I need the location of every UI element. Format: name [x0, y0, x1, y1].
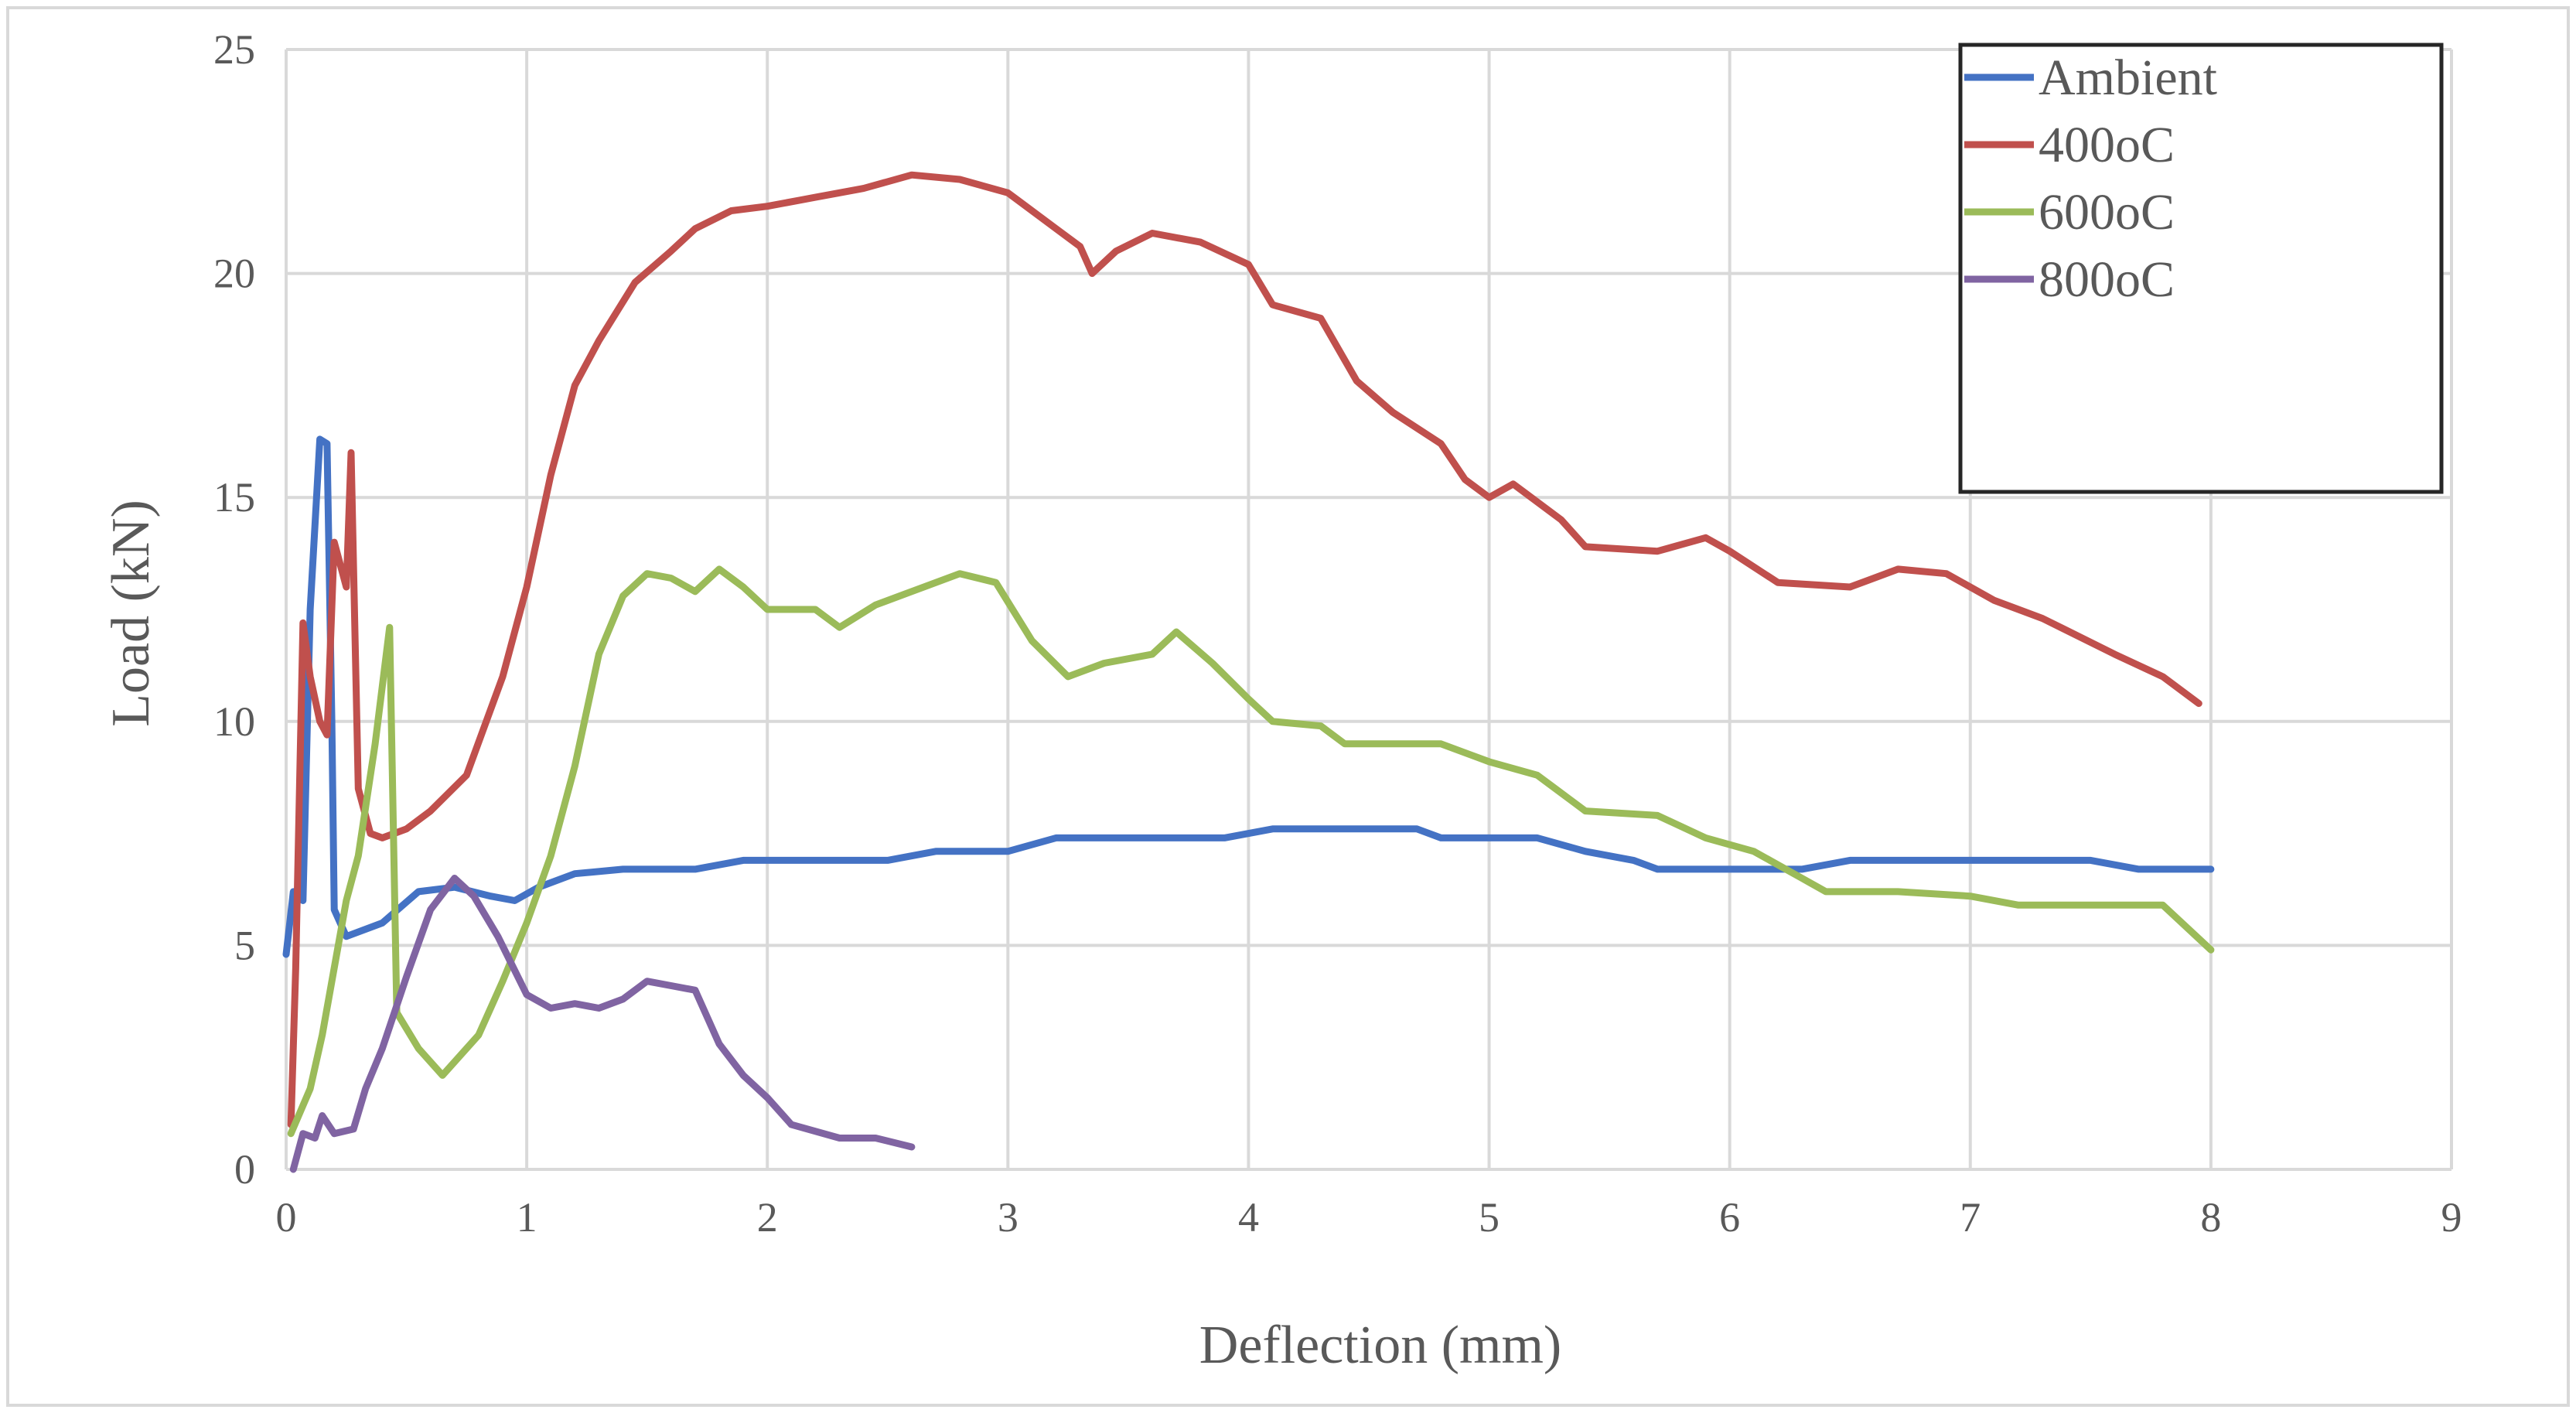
x-tick-label: 1: [517, 1194, 537, 1241]
x-tick-label: 9: [2441, 1194, 2462, 1241]
y-tick-label: 0: [234, 1146, 255, 1193]
x-tick-label: 3: [998, 1194, 1018, 1241]
y-tick-label: 25: [213, 26, 255, 73]
data-series: [282, 171, 2215, 1173]
x-axis-title: Deflection (mm): [1199, 1316, 1561, 1375]
y-tick-label: 5: [234, 922, 255, 968]
legend-label: 400oC: [2039, 117, 2175, 173]
legend-label: 800oC: [2039, 251, 2175, 308]
x-tick-label: 8: [2200, 1194, 2221, 1241]
x-tick-label: 4: [1238, 1194, 1259, 1241]
x-tick-label: 0: [276, 1194, 297, 1241]
x-tick-label: 7: [1960, 1194, 1981, 1241]
series-line-ambient: [282, 435, 2215, 958]
legend-label: 600oC: [2039, 184, 2175, 241]
legend-box: [1958, 43, 2444, 494]
legend-label: Ambient: [2039, 49, 2217, 106]
y-axis-title: Load (kN): [101, 500, 161, 727]
tick-labels: 0 5 10 15 20 25 0 1 2 3 4 5 6 7 8 9: [213, 26, 2462, 1241]
series-line-600oc: [287, 565, 2215, 1138]
y-tick-label: 20: [213, 251, 255, 297]
chart-border: [6, 6, 2570, 1407]
x-tick-label: 2: [757, 1194, 778, 1241]
y-tick-label: 15: [213, 474, 255, 520]
x-tick-label: 6: [1719, 1194, 1740, 1241]
series-line-800oc: [289, 875, 916, 1173]
y-tick-label: 10: [213, 698, 255, 745]
x-tick-label: 5: [1479, 1194, 1500, 1241]
legend: Ambient 400oC 600oC 800oC: [1958, 43, 2444, 494]
